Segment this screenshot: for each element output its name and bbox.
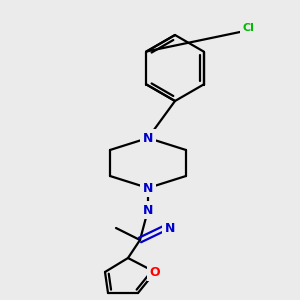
- Text: N: N: [165, 221, 175, 235]
- Text: N: N: [143, 182, 153, 194]
- Text: Cl: Cl: [242, 23, 254, 33]
- Text: N: N: [143, 131, 153, 145]
- Text: N: N: [143, 203, 153, 217]
- Text: O: O: [150, 266, 160, 278]
